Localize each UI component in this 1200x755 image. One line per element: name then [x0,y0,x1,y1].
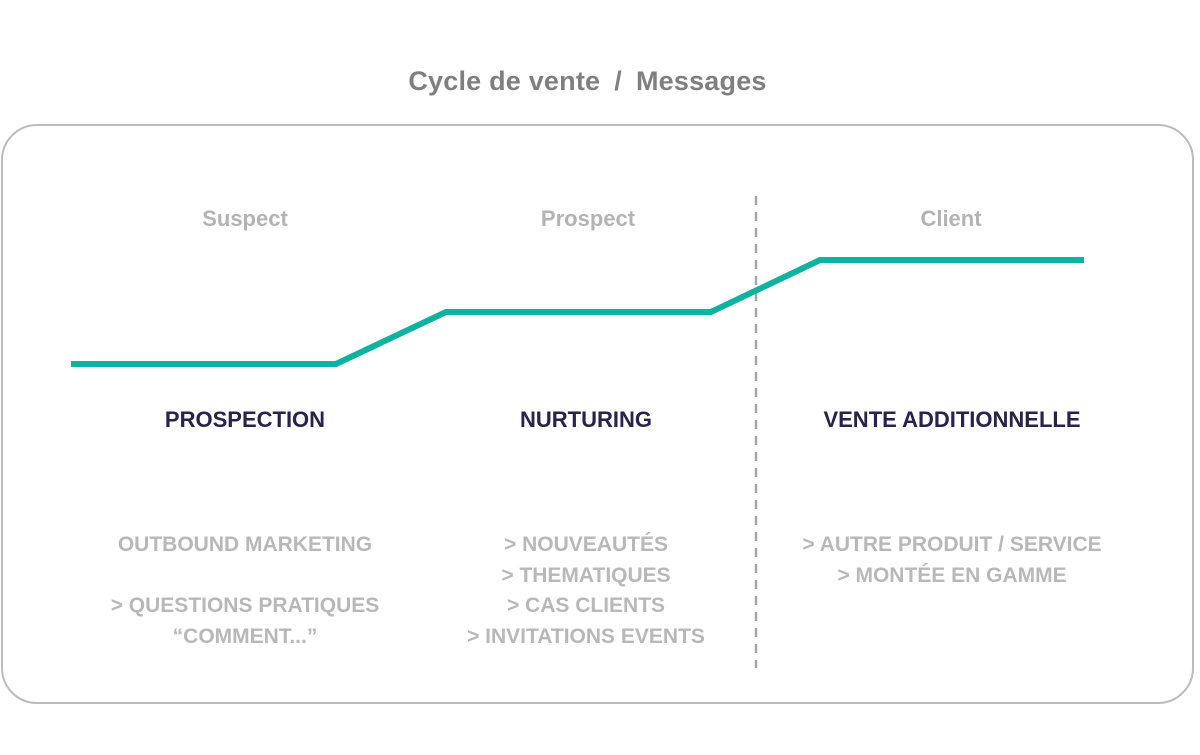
stage-label-client: Client [920,206,982,231]
message-item: > CAS CLIENTS [506,594,666,618]
message-list-nurturing: > NOUVEAUTÉS > THEMATIQUES > CAS CLIENTS… [436,530,736,652]
message-item: > INVITATIONS EVENTS [467,624,705,648]
title-left: Cycle de vente [408,66,601,96]
title-separator: / [614,66,622,96]
phase-label-prospection: PROSPECTION [164,407,326,432]
progression-line [71,257,1084,367]
diagram-panel [1,124,1194,704]
message-item: “COMMENT...” [172,624,318,648]
message-item: > THEMATIQUES [501,563,671,587]
message-item: > QUESTIONS PRATIQUES [110,594,380,618]
phase-label-vente-additionnelle: VENTE ADDITIONNELLE [823,407,1081,432]
title-right: Messages [635,66,767,96]
message-list-prospection: OUTBOUND MARKETING > QUESTIONS PRATIQUES… [95,530,395,652]
message-list-vente-additionnelle: > AUTRE PRODUIT / SERVICE > MONTÉE EN GA… [802,530,1102,591]
message-item: > NOUVEAUTÉS [504,533,668,556]
phase-label-nurturing: NURTURING [520,407,652,432]
diagram-title: Cycle de vente / Messages [0,66,1175,97]
message-item: > MONTÉE EN GAMME [837,563,1067,587]
message-heading: OUTBOUND MARKETING [117,533,373,556]
stage-label-prospect: Prospect [540,206,636,231]
stage-label-suspect: Suspect [202,206,288,231]
message-item: > AUTRE PRODUIT / SERVICE [802,533,1102,556]
